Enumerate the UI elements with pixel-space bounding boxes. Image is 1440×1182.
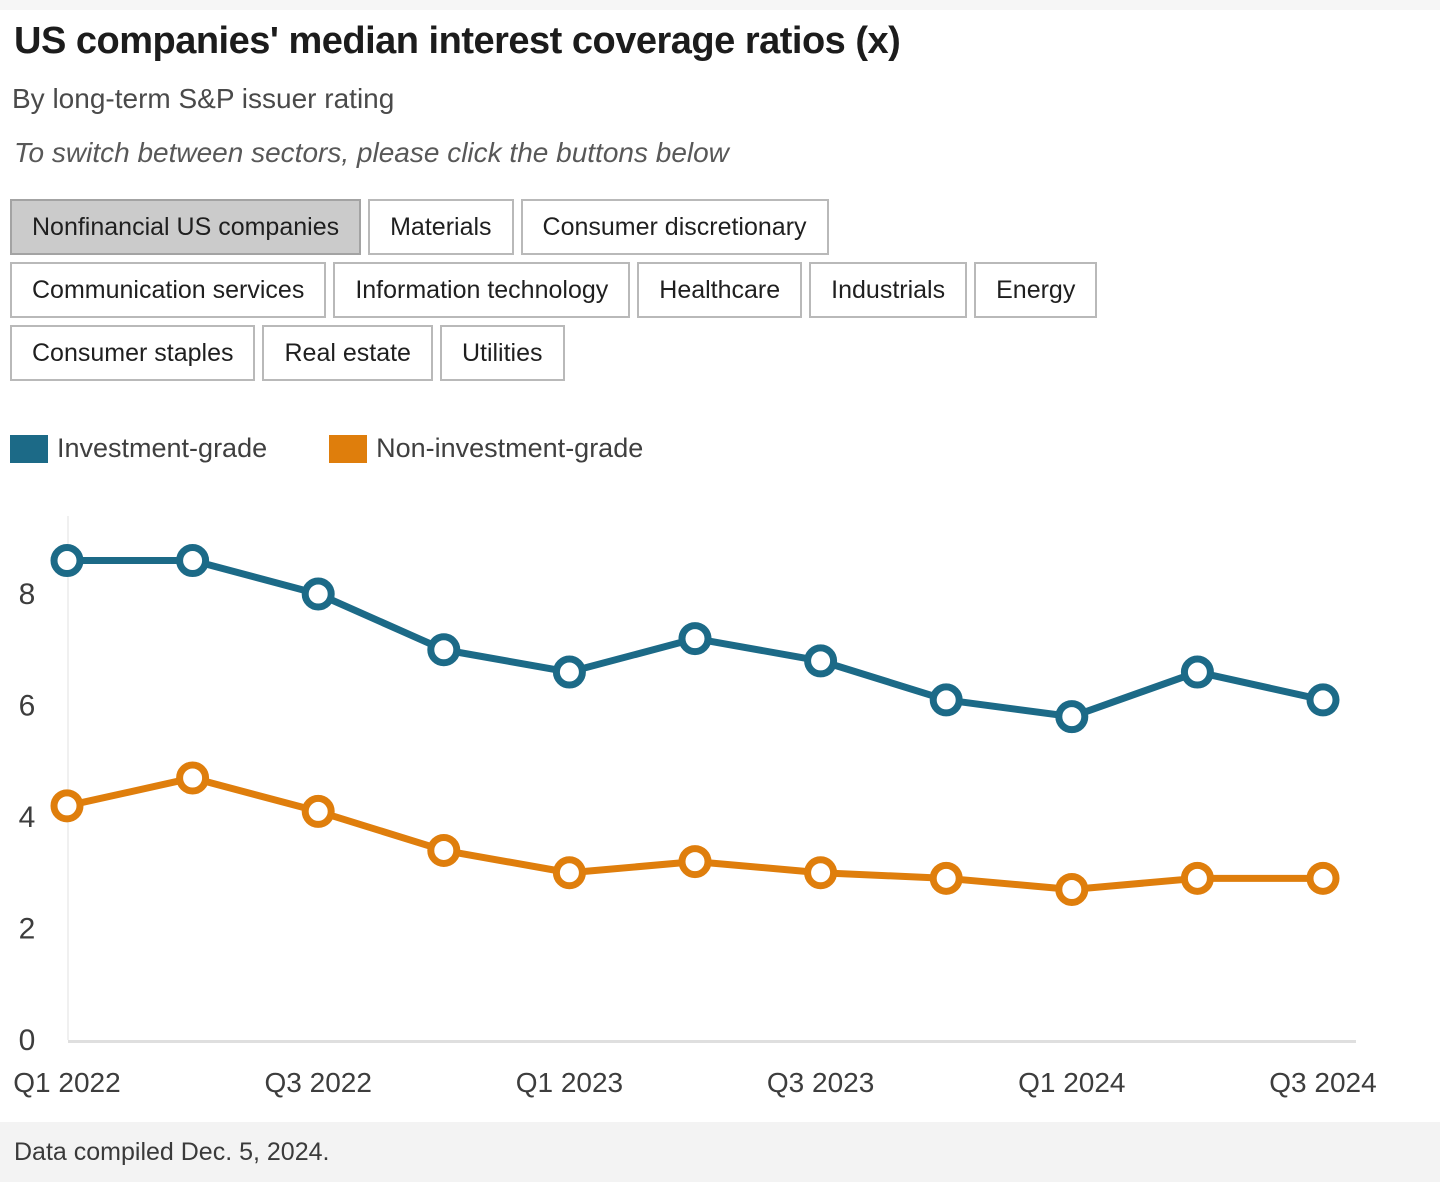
- sector-button-nonfinancial-us-companies[interactable]: Nonfinancial US companies: [10, 199, 362, 255]
- data-point: [552, 655, 586, 689]
- data-point: [1306, 683, 1340, 717]
- legend-label: Non-investment-grade: [376, 433, 644, 463]
- data-point: [804, 856, 838, 890]
- x-tick-label: Q3 2022: [264, 1067, 371, 1098]
- data-point: [678, 622, 712, 656]
- sector-button-utilities[interactable]: Utilities: [439, 325, 565, 381]
- x-tick-label: Q1 2022: [13, 1067, 120, 1098]
- sector-button-real-estate[interactable]: Real estate: [262, 325, 433, 381]
- sector-button-consumer-staples[interactable]: Consumer staples: [10, 325, 256, 381]
- y-tick-label: 2: [19, 913, 36, 946]
- line-chart: 0 2 4 6 8 Q1 2022 Q3 2022 Q1 2023 Q3 2023 Q1 2024…: [0, 500, 1440, 1112]
- data-point: [552, 856, 586, 890]
- data-point: [1180, 655, 1214, 689]
- x-tick-label: Q1 2023: [516, 1067, 623, 1098]
- data-point: [176, 761, 210, 795]
- data-point: [1306, 861, 1340, 895]
- data-point: [301, 577, 335, 611]
- top-strip: [0, 0, 1440, 10]
- sector-button-industrials[interactable]: Industrials: [809, 262, 968, 318]
- chart-svg: 0 2 4 6 8 Q1 2022 Q3 2022 Q1 2023 Q3 2023 Q1 2024…: [13, 516, 1377, 1098]
- data-point: [678, 845, 712, 879]
- sector-button-healthcare[interactable]: Healthcare: [637, 262, 803, 318]
- footer-bar: Data compiled Dec. 5, 2024.: [0, 1122, 1440, 1182]
- y-tick-label: 4: [19, 801, 36, 834]
- investment-grade-swatch-icon: [10, 434, 48, 463]
- sector-button-energy[interactable]: Energy: [974, 262, 1098, 318]
- sector-button-communication-services[interactable]: Communication services: [10, 262, 327, 318]
- x-tick-label: Q1 2024: [1018, 1067, 1125, 1098]
- y-tick-label: 6: [19, 690, 36, 723]
- data-point: [427, 833, 461, 867]
- data-point: [301, 794, 335, 828]
- non-investment-grade-swatch-icon: [329, 434, 368, 463]
- sector-button-information-technology[interactable]: Information technology: [333, 262, 631, 318]
- sector-button-row-3: Consumer staples Real estate Utilities: [10, 325, 1440, 381]
- data-point: [50, 789, 84, 823]
- data-point: [176, 544, 210, 578]
- page-subtitle: By long-term S&P issuer rating: [12, 83, 395, 114]
- sector-button-row-1: Nonfinancial US companies Materials Cons…: [10, 199, 1440, 255]
- chart-legend: Investment-grade Non-investment-grade: [10, 433, 1440, 464]
- page-title: US companies' median interest coverage r…: [14, 20, 901, 62]
- data-point: [427, 633, 461, 667]
- sector-button-row-2: Communication services Information techn…: [10, 262, 1440, 318]
- y-tick-label: 8: [19, 578, 36, 611]
- legend-item-non-investment-grade: Non-investment-grade: [329, 433, 643, 464]
- instruction-note: To switch between sectors, please click …: [14, 137, 729, 168]
- footer-source-text: Data compiled Dec. 5, 2024.: [14, 1137, 330, 1166]
- x-tick-label: Q3 2023: [767, 1067, 874, 1098]
- data-point: [1055, 872, 1089, 906]
- data-point: [929, 861, 963, 895]
- data-point: [804, 644, 838, 678]
- sector-button-materials[interactable]: Materials: [368, 199, 514, 255]
- page-content: US companies' median interest coverage r…: [0, 10, 1440, 464]
- x-tick-label: Q3 2024: [1269, 1067, 1376, 1098]
- data-point: [1180, 861, 1214, 895]
- legend-item-investment-grade: Investment-grade: [10, 433, 267, 464]
- y-tick-label: 0: [19, 1024, 36, 1057]
- legend-label: Investment-grade: [57, 433, 268, 463]
- data-point: [929, 683, 963, 717]
- data-point: [50, 544, 84, 578]
- sector-button-group: Nonfinancial US companies Materials Cons…: [10, 199, 1440, 381]
- sector-button-consumer-discretionary[interactable]: Consumer discretionary: [520, 199, 829, 255]
- data-point: [1055, 700, 1089, 734]
